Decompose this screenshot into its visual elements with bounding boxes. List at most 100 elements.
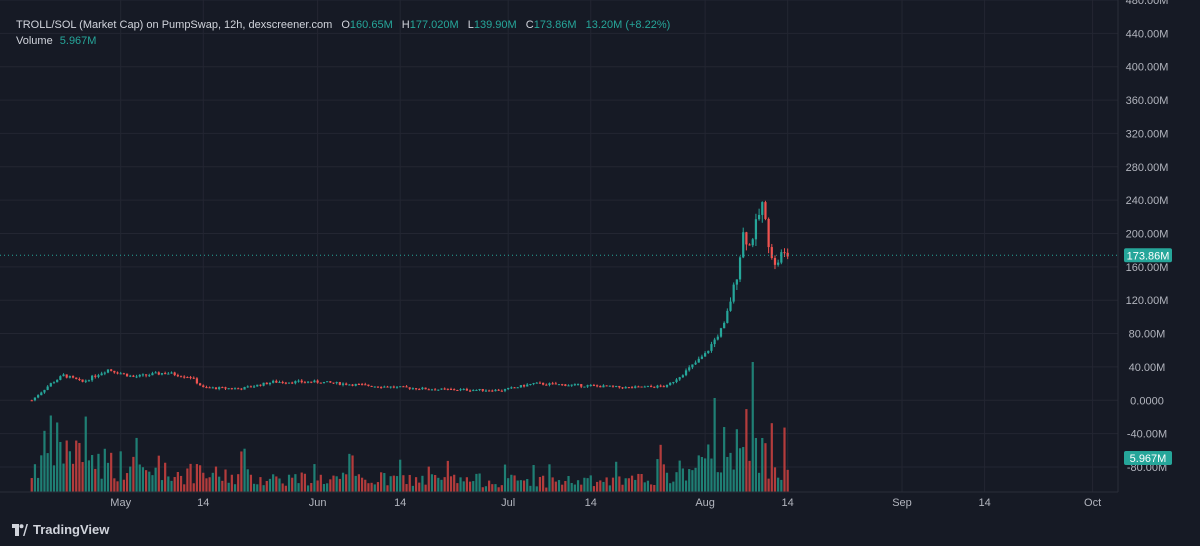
price-tick-label: 120.00M [1126, 295, 1169, 307]
candle-body [249, 386, 253, 388]
candle-body [742, 232, 745, 258]
volume-bar [332, 475, 335, 492]
volume-bar [424, 484, 427, 492]
candle-body [453, 389, 456, 391]
candle-body [719, 328, 723, 337]
volume-bar [389, 476, 392, 492]
candle-body [262, 382, 265, 386]
volume-bar [160, 480, 164, 492]
volume-bar [157, 455, 160, 492]
time-tick-label: 14 [394, 497, 406, 509]
volume-bar [449, 476, 453, 492]
candle-body [87, 380, 91, 382]
volume-bar [300, 472, 303, 492]
volume-bar [484, 486, 488, 492]
volume-bar [65, 440, 68, 492]
candle-body [602, 385, 605, 388]
volume-bar [376, 482, 380, 492]
candle-body [675, 379, 678, 382]
change-value: 13.20M (+8.22%) [585, 19, 671, 31]
volume-bar [773, 467, 777, 492]
candle-body [335, 382, 338, 384]
volume-bar [627, 478, 630, 492]
volume-key[interactable]: Volume [16, 35, 53, 47]
volume-bar [405, 484, 408, 492]
candle-body [246, 386, 249, 388]
candle-body [443, 388, 446, 390]
volume-bar [119, 451, 122, 492]
volume-bar [707, 444, 710, 492]
tradingview-brand[interactable]: TradingView [12, 522, 109, 537]
volume-bar [211, 472, 214, 492]
candle-body [707, 350, 710, 354]
candle-body [710, 344, 713, 351]
volume-bar [421, 475, 424, 492]
candle-body [564, 384, 567, 386]
candle-body [643, 386, 646, 388]
candle-body [586, 385, 589, 387]
candle-body [252, 386, 256, 388]
volume-bar [176, 471, 179, 492]
volume-bar [507, 478, 510, 492]
volume-bar [135, 437, 138, 492]
candle-body [472, 390, 475, 392]
volume-bar [291, 477, 294, 492]
volume-bar [246, 469, 249, 492]
candle-body [186, 377, 189, 379]
candle-body [386, 386, 389, 388]
candle-body [151, 373, 154, 376]
volume-bar [561, 484, 564, 492]
candle-body [500, 390, 503, 392]
candle-body [129, 375, 132, 377]
volume-bar [608, 485, 611, 492]
candle-body [694, 362, 697, 365]
candle-body [103, 372, 106, 374]
volume-bar [649, 484, 653, 492]
candle-body [475, 389, 478, 391]
price-axis[interactable]: 480.00M 440.00M 400.00M 360.00M 320.00M 280.0… [1126, 0, 1169, 474]
volume-bar [240, 451, 243, 492]
price-tick-label: -40.00M [1127, 429, 1167, 441]
volume-bar [227, 482, 230, 492]
volume-bar [103, 448, 106, 492]
candle-body [497, 389, 500, 391]
symbol-title[interactable]: TROLL/SOL (Market Cap) on PumpSwap, 12h,… [16, 19, 333, 31]
volume-bar [94, 468, 97, 492]
candle-body [599, 386, 602, 388]
time-axis[interactable]: May 14 Jun 14 Jul 14 Aug 14 Sep 14 Oct [110, 497, 1101, 509]
volume-bar [478, 473, 481, 492]
volume-bar [500, 485, 503, 492]
volume-bar [214, 466, 218, 492]
volume-bar [392, 475, 395, 492]
candle-body [659, 385, 662, 387]
volume-bars [30, 362, 789, 492]
candle-body [37, 395, 40, 398]
candle-body [265, 382, 268, 385]
candle-body [113, 370, 116, 373]
candle-body [119, 373, 122, 375]
candle-body [656, 385, 659, 388]
price-candles [30, 200, 789, 402]
candle-body [538, 382, 542, 384]
volume-bar [542, 475, 545, 492]
volume-bar [195, 464, 199, 492]
price-tick-label: 160.00M [1126, 262, 1169, 274]
candle-body [510, 387, 513, 389]
candle-body [218, 387, 221, 390]
volume-bar [573, 484, 576, 492]
candle-body [624, 387, 627, 389]
volume-bar [84, 416, 87, 492]
price-tick-label: 360.00M [1126, 95, 1169, 107]
candle-body [195, 378, 199, 384]
volume-bar [414, 477, 418, 492]
volume-bar [713, 397, 716, 492]
open-key: O [341, 19, 350, 31]
candle-body [494, 389, 497, 392]
volume-value-label: 5.967M [1130, 453, 1167, 465]
candle-body [726, 310, 729, 323]
volume-bar [221, 480, 224, 492]
volume-bar [427, 466, 430, 492]
candle-body [567, 385, 570, 387]
candle-body [488, 390, 491, 392]
